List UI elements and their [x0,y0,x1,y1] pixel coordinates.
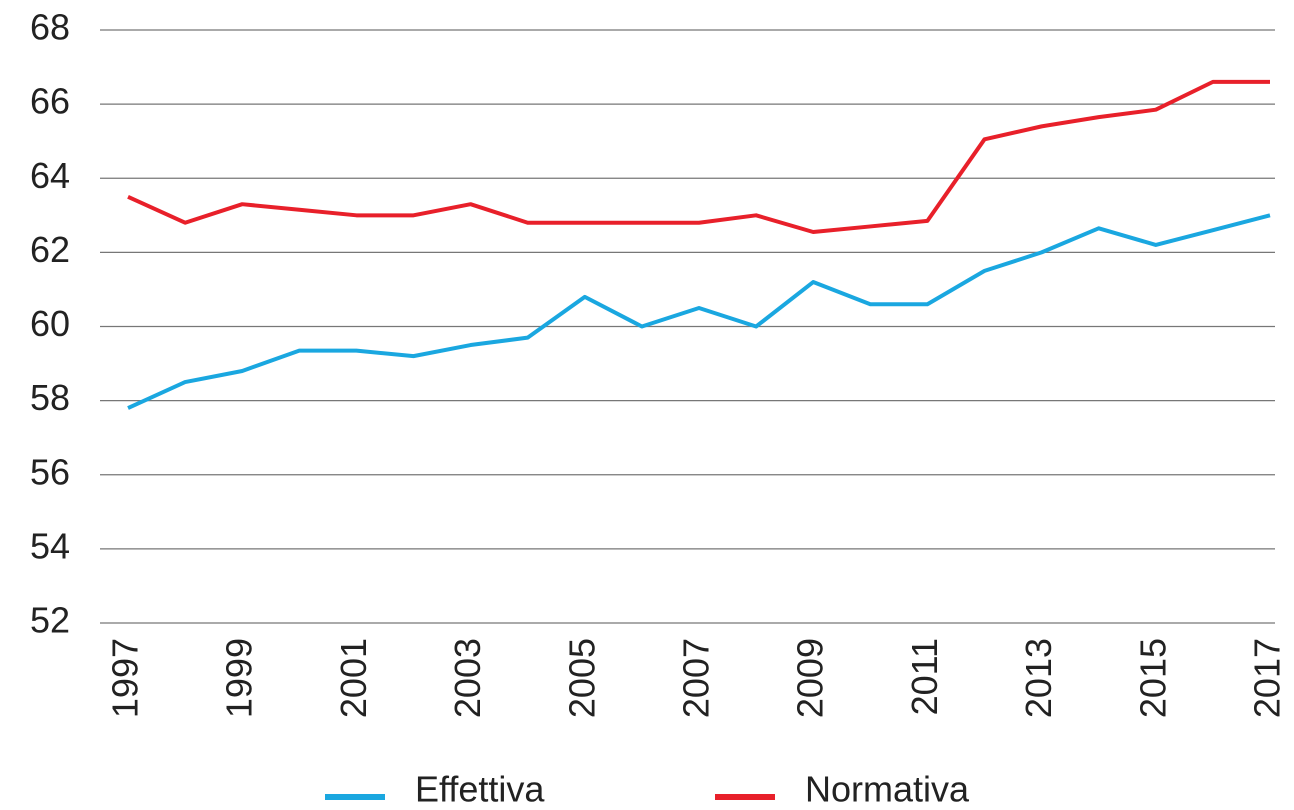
x-tick-label: 2017 [1247,638,1288,718]
legend-label: Normativa [805,769,970,810]
y-tick-label: 58 [30,377,70,418]
x-tick-label: 2009 [790,638,831,718]
y-tick-label: 68 [30,7,70,48]
x-tick-label: 2005 [561,638,602,718]
y-tick-label: 66 [30,81,70,122]
x-tick-label: 1997 [105,638,146,718]
y-tick-label: 60 [30,303,70,344]
y-tick-label: 54 [30,525,70,566]
x-tick-label: 2007 [676,638,717,718]
x-tick-label: 1999 [219,638,260,718]
legend-label: Effettiva [415,769,545,810]
x-tick-label: 2013 [1018,638,1059,718]
y-tick-label: 62 [30,229,70,270]
x-tick-label: 2011 [904,638,945,715]
line [127,79,1270,234]
y-tick-label: 52 [30,600,70,641]
y-tick-label: 56 [30,451,70,492]
x-tick-label: 2001 [333,638,374,718]
x-tick-label: 2003 [447,638,488,718]
line [127,213,1271,410]
y-tick-label: 64 [30,155,70,196]
x-tick-label: 2015 [1132,638,1173,718]
